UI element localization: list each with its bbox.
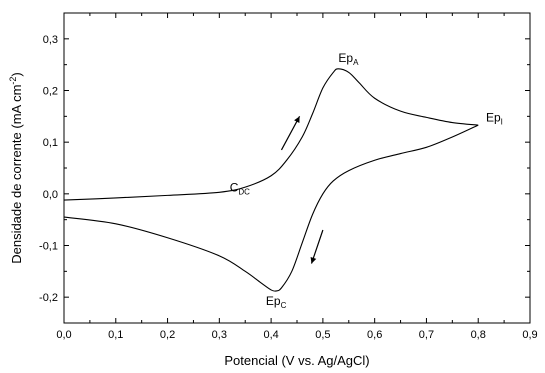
annotations: EpA EpI CDC EpC — [230, 51, 503, 310]
peak-annotation: EpA — [338, 51, 359, 67]
scan-direction-arrow — [280, 116, 301, 151]
y-axis-title-main: Densidade de corrente (mA cm — [9, 85, 24, 264]
x-tick-label: 0,2 — [160, 329, 175, 341]
y-axis-title-close: ) — [9, 72, 24, 76]
y-tick-label: -0,2 — [39, 292, 58, 304]
tick-labels: 0,0 0,1 0,2 0,3 0,4 0,5 0,6 0,7 0,8 0,9 -0,2 -0,1 0,… — [39, 34, 538, 341]
x-tick-label: 0,6 — [367, 329, 382, 341]
x-tick-label: 0,1 — [108, 329, 123, 341]
x-axis-title: Potencial (V vs. Ag/AgCl) — [224, 353, 369, 368]
plot-frame — [63, 12, 531, 324]
y-tick-label: 0,0 — [43, 189, 58, 201]
y-tick-label: -0,1 — [39, 241, 58, 253]
y-tick-label: 0,2 — [43, 86, 58, 98]
x-tick-label: 0,7 — [419, 329, 434, 341]
y-axis-title-sup: -2 — [8, 77, 18, 85]
peak-annotation: EpC — [266, 294, 287, 310]
arrow-head — [294, 116, 300, 124]
y-tick-label: 0,3 — [43, 34, 58, 46]
peak-annotation: CDC — [230, 180, 250, 196]
arrows — [280, 116, 324, 264]
ticks — [63, 12, 531, 324]
y-axis-title: Densidade de corrente (mA cm-2) — [8, 72, 24, 264]
anodic-scan-line — [63, 68, 479, 201]
x-tick-label: 0,9 — [522, 329, 537, 341]
x-tick-label: 0,3 — [212, 329, 227, 341]
x-tick-label: 0,0 — [56, 329, 71, 341]
x-tick-label: 0,8 — [471, 329, 486, 341]
curves — [63, 68, 479, 292]
peak-annotation: EpI — [486, 111, 503, 127]
cathodic-scan-line — [63, 124, 479, 292]
x-tick-label: 0,4 — [263, 329, 278, 341]
x-tick-label: 0,5 — [315, 329, 330, 341]
y-tick-label: 0,1 — [43, 137, 58, 149]
arrow-head — [310, 256, 317, 264]
